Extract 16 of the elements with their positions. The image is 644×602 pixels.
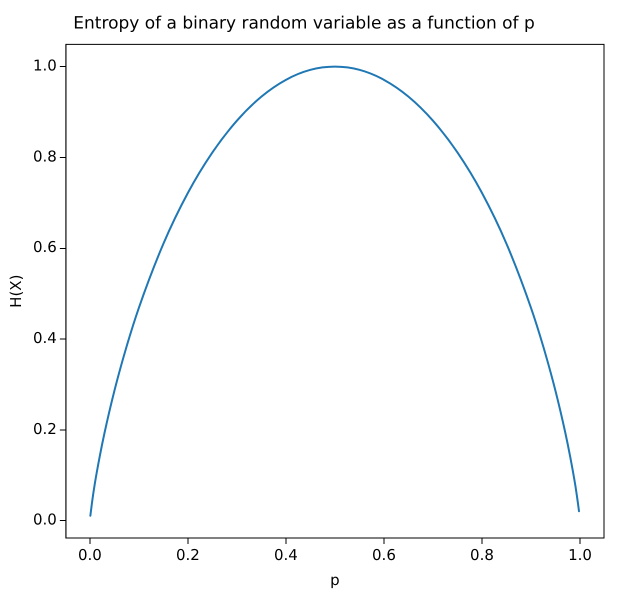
x-tick-label: 0.8 bbox=[470, 546, 494, 564]
x-tick-label: 0.2 bbox=[176, 546, 200, 564]
y-tick-label: 0.4 bbox=[32, 329, 57, 347]
line-series bbox=[89, 66, 580, 517]
y-tick-label: 0.0 bbox=[32, 510, 57, 529]
x-tick-label: 0.6 bbox=[372, 546, 396, 564]
x-tick-label: 0.4 bbox=[274, 546, 298, 564]
chart-title: Entropy of a binary random variable as a function of p bbox=[73, 14, 535, 34]
x-axis-title: p bbox=[330, 570, 340, 589]
y-tick-label: 0.2 bbox=[32, 420, 57, 438]
y-tick-label: 0.6 bbox=[32, 238, 57, 256]
y-tick-label: 0.8 bbox=[32, 147, 57, 166]
x-tick-label: 1.0 bbox=[568, 546, 592, 564]
x-tick-label: 0.0 bbox=[78, 546, 102, 564]
y-axis-title: H(X) bbox=[6, 274, 25, 308]
y-tick-label: 1.0 bbox=[32, 56, 57, 75]
